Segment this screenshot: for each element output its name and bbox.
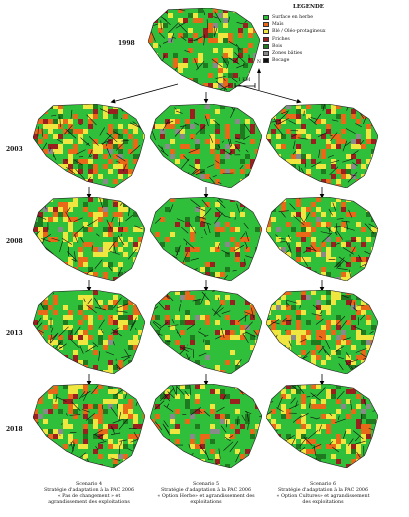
legend-swatch (263, 15, 269, 21)
legend-label: Friches (272, 36, 290, 42)
year-label-2018: 2018 (6, 426, 23, 433)
map-scenario-6-2008 (266, 197, 378, 281)
map-scenario-6-2018 (266, 384, 378, 468)
map-scenario-5-2013 (150, 290, 262, 374)
legend-label: Bocage (272, 58, 290, 64)
legend-label: Surface en herbe (272, 15, 313, 21)
map-scenario-4-2003 (33, 104, 145, 188)
year-label-2003: 2003 (6, 146, 23, 153)
legend-item: Surface en herbe (263, 14, 403, 21)
legend: LEGENDE Surface en herbe Maïs Blé / Oléo-p… (263, 4, 403, 64)
year-label-2008: 2008 (6, 238, 23, 245)
map-scenario-6-2013 (266, 290, 378, 374)
scale-label: 1 KM (238, 78, 251, 83)
caption-scenario-6: Scenario 6 Stratégie d'adaptation à la P… (276, 482, 370, 505)
map-scenario-6-2003 (266, 104, 378, 188)
legend-label: Blé / Oléo-protagineux (272, 29, 326, 35)
legend-item: Friches (263, 36, 403, 43)
year-label-1998: 1998 (118, 40, 135, 47)
map-scenario-5-2003 (150, 104, 262, 188)
legend-item: Maïs (263, 21, 403, 28)
map-scenario-4-2008 (33, 197, 145, 281)
map-scenario-5-2018 (150, 384, 262, 468)
legend-title: LEGENDE (293, 4, 324, 10)
legend-item: Bocage (263, 57, 403, 64)
caption-scenario-4: Scenario 4 Stratégie d'adaptation à la P… (43, 482, 135, 505)
map-scenario-5-2008 (150, 197, 262, 281)
map-scenario-4-2013 (33, 290, 145, 374)
year-label-2013: 2013 (6, 330, 23, 337)
legend-label: Maïs (272, 22, 284, 28)
legend-swatch (263, 51, 269, 57)
caption-scenario-5: Scenario 5 Stratégie d'adaptation à la P… (157, 482, 255, 505)
legend-swatch (263, 36, 269, 42)
legend-swatch (263, 29, 269, 35)
arrow-1998-to-s6 (234, 83, 302, 104)
legend-item: Bois (263, 43, 403, 50)
legend-label: Bois (272, 43, 283, 49)
legend-item: Zones bâties (263, 50, 403, 57)
scale-bar: 1 KM N (233, 60, 273, 94)
legend-swatch (263, 58, 269, 64)
arrow-1998-to-s4 (110, 83, 179, 104)
legend-label: Zones bâties (272, 51, 303, 57)
north-label: N (257, 60, 261, 65)
legend-item: Blé / Oléo-protagineux (263, 28, 403, 35)
legend-swatch (263, 43, 269, 49)
map-scenario-4-2018 (33, 384, 145, 468)
legend-swatch (263, 22, 269, 28)
